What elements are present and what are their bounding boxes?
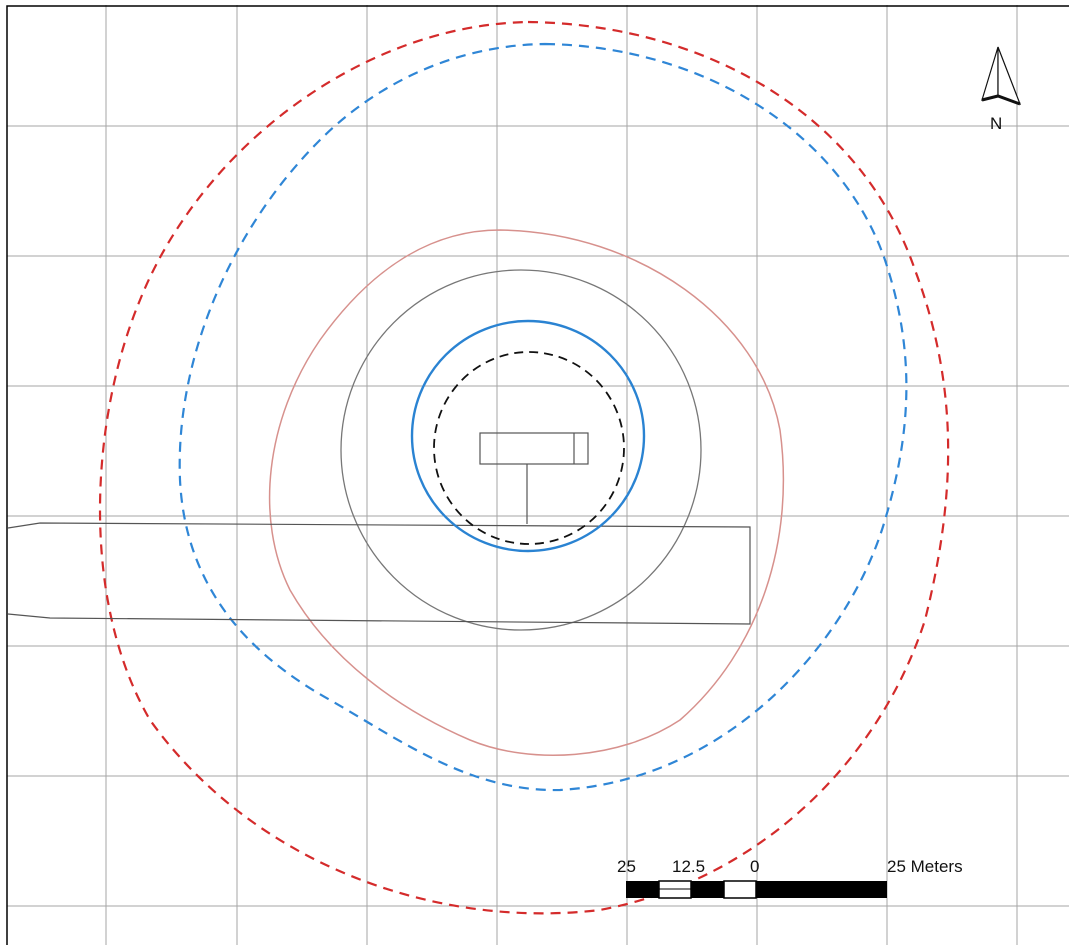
scale-segment bbox=[756, 881, 887, 898]
black-dashed-circle bbox=[433, 351, 625, 545]
scale-segment bbox=[691, 881, 724, 898]
north-arrow-icon-base bbox=[981, 94, 1021, 106]
road-polygon bbox=[7, 522, 751, 625]
scale-segment bbox=[626, 881, 659, 898]
pink-contour-line bbox=[268, 229, 785, 756]
blue-solid-circle bbox=[410, 319, 646, 553]
building-rectangle bbox=[479, 432, 589, 465]
scale-bar: 25 12.5 0 25 Meters bbox=[617, 857, 963, 899]
outer-dashed-red-contour bbox=[98, 20, 950, 915]
outer-dashed-blue-contour bbox=[178, 42, 908, 792]
scale-label-12-5: 12.5 bbox=[672, 857, 705, 876]
gray-circle bbox=[340, 269, 702, 631]
building-structure bbox=[479, 432, 589, 524]
scale-label-0: 0 bbox=[750, 857, 759, 876]
north-arrow: N bbox=[981, 46, 1022, 133]
scale-label-25-meters: 25 Meters bbox=[887, 857, 963, 876]
scale-segment bbox=[723, 880, 757, 899]
map-frame bbox=[6, 5, 1069, 945]
north-label: N bbox=[990, 114, 1002, 133]
scale-label-25: 25 bbox=[617, 857, 636, 876]
